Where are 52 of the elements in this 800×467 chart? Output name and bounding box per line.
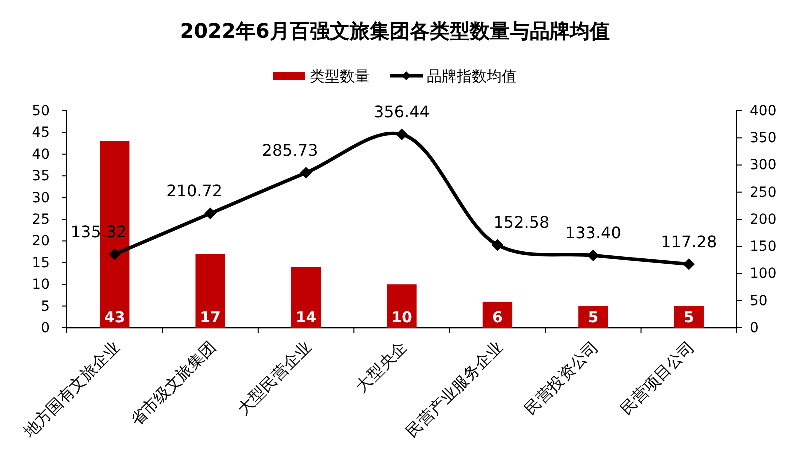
point	[108, 248, 121, 261]
data-label: 5	[588, 308, 599, 326]
x-tick-label: 地方国有文旅企业	[19, 337, 124, 442]
x-tick-label: 大型民营企业	[234, 337, 316, 419]
y2-tick-label: 100	[750, 266, 777, 282]
data-label: 152.58	[494, 213, 550, 232]
point	[204, 208, 216, 220]
data-label: 43	[104, 308, 126, 326]
data-label: 356.44	[374, 102, 430, 122]
data-label: 10	[392, 308, 412, 326]
chart-title: 2022年6月百强文旅集团各类型数量与品牌均值	[180, 19, 610, 43]
data-label: 133.40	[565, 224, 622, 243]
legend-label: 品牌指数均值	[427, 67, 517, 86]
y-tick-label: 35	[32, 168, 50, 185]
bar	[291, 267, 322, 328]
x-tick-label: 民营项目公司	[616, 337, 698, 419]
y2-tick-label: 400	[750, 103, 777, 120]
data-label: 285.73	[262, 140, 318, 160]
y2-tick-label: 0	[750, 320, 759, 336]
point	[300, 167, 312, 179]
x-tick-label: 大型央企	[352, 337, 411, 396]
y2-tick-label: 350	[750, 130, 777, 147]
y-tick-label: 50	[32, 103, 50, 120]
y-tick-label: 45	[32, 125, 50, 142]
y-tick-label: 5	[41, 298, 50, 315]
y2-tick-label: 150	[750, 239, 777, 256]
y-tick-label: 10	[32, 277, 50, 294]
y-tick-label: 20	[32, 234, 50, 250]
x-tick-label: 省市级文旅集团	[126, 337, 220, 430]
y2-tick-label: 200	[750, 212, 777, 228]
y2-tick-label: 250	[750, 184, 777, 201]
data-label: 117.28	[661, 232, 718, 252]
y-tick-label: 30	[32, 190, 50, 206]
legend-label: 类型数量	[310, 67, 370, 86]
point	[588, 250, 600, 262]
data-label: 6	[492, 308, 503, 326]
bar	[387, 284, 417, 328]
y-tick-label: 15	[32, 255, 50, 272]
bar	[196, 254, 226, 328]
y2-tick-label: 50	[750, 293, 768, 310]
y2-tick-label: 300	[750, 158, 777, 174]
point	[492, 239, 504, 252]
point	[683, 258, 696, 270]
y-tick-label: 0	[41, 320, 50, 336]
point	[396, 128, 408, 141]
data-label: 17	[200, 308, 222, 326]
data-label: 210.72	[166, 182, 223, 201]
x-tick-label: 民营投资公司	[520, 337, 602, 419]
y-tick-label: 25	[32, 212, 50, 228]
data-label: 5	[684, 308, 694, 326]
y-tick-label: 40	[32, 146, 50, 163]
data-label: 14	[296, 308, 317, 326]
